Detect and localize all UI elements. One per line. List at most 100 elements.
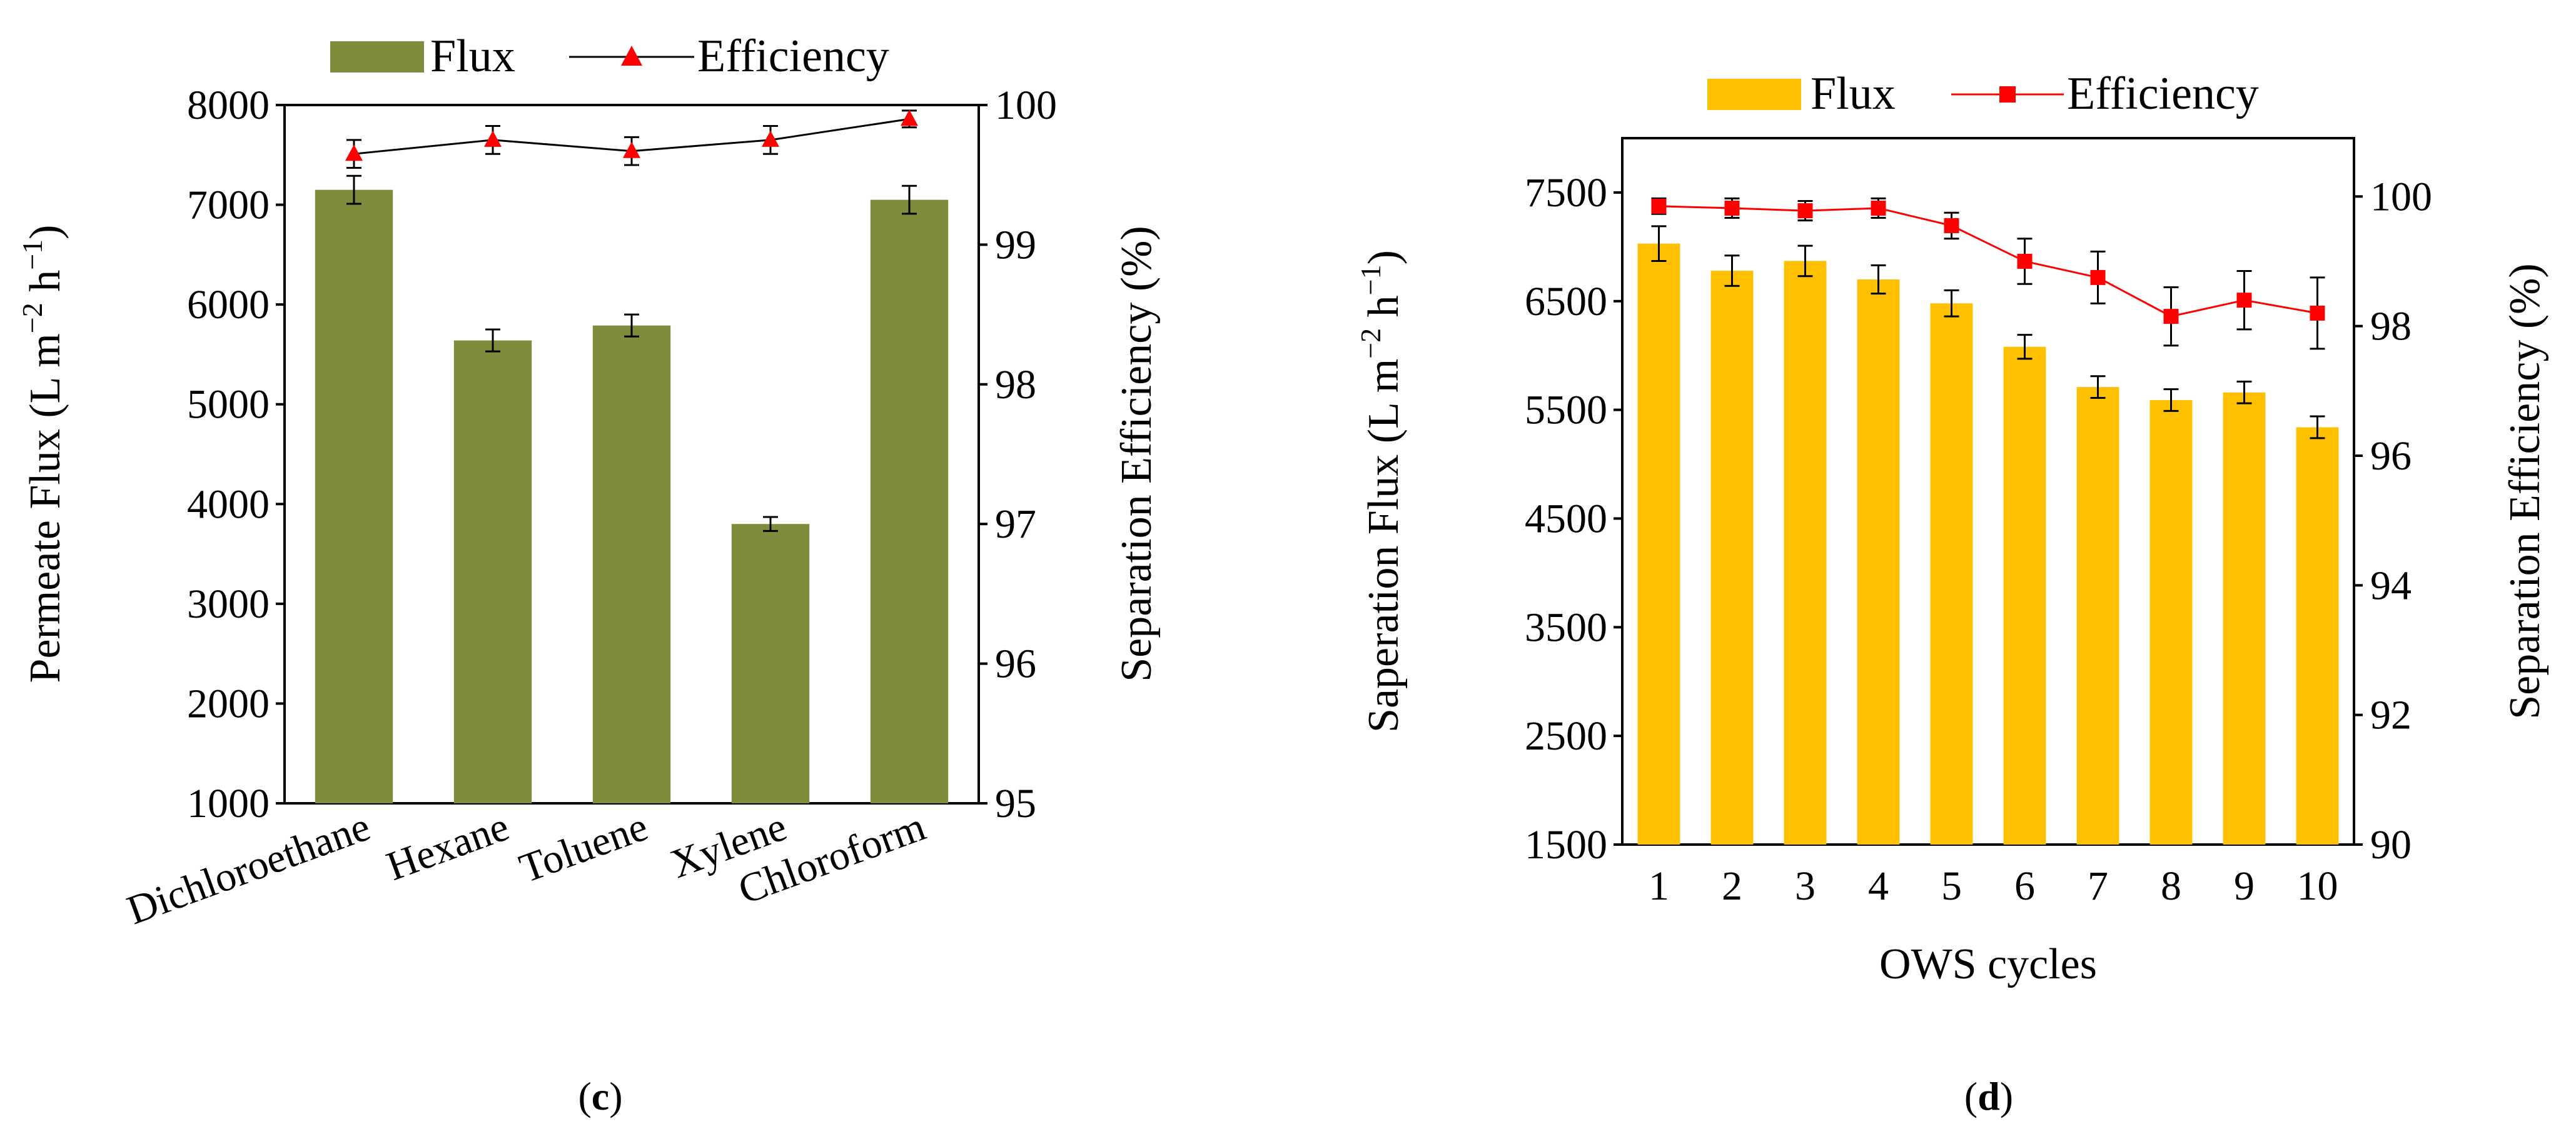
flux-bar-d-6	[2003, 346, 2046, 845]
y2-tick-label-c-96: 96	[995, 641, 1036, 687]
x-category-label-d-7: 7	[2088, 863, 2108, 909]
y2-tick-label-c-97: 97	[995, 501, 1036, 547]
left-axis-d: 1500 2500 3500 4500 5500 6500 7500	[1525, 170, 1622, 868]
bars-c	[315, 174, 949, 803]
flux-bar-c-1	[315, 189, 393, 803]
y-tick-label-d-6500: 6500	[1525, 279, 1607, 324]
panel-d: Flux Efficiency 1500 2500 3500 4500 5500 6500…	[1355, 68, 2549, 1118]
y-tick-label-c-4000: 4000	[187, 481, 270, 527]
flux-error-bar-d-2	[1724, 254, 1740, 287]
y2-tick-label-c-98: 98	[995, 362, 1036, 408]
efficiency-line-d	[1651, 197, 2325, 350]
legend-efficiency-label-d: Efficiency	[2067, 68, 2259, 119]
x-category-label-c-2: Hexane	[381, 803, 515, 890]
y2-tick-label-d-92: 92	[2370, 693, 2412, 738]
bars-d	[1637, 225, 2339, 845]
flux-error-bar-c-3	[624, 313, 639, 338]
flux-error-bar-c-1	[346, 174, 361, 205]
flux-error-bar-d-5	[1944, 289, 1959, 318]
efficiency-point-d-3	[1797, 203, 1813, 219]
efficiency-point-c-1	[345, 144, 363, 161]
legend-flux-label-c: Flux	[430, 31, 515, 82]
x-category-label-d-2: 2	[1722, 863, 1742, 909]
legend-c: Flux Efficiency	[330, 31, 889, 82]
flux-error-bar-d-3	[1797, 244, 1813, 278]
y2-tick-label-d-98: 98	[2370, 304, 2412, 349]
x-category-label-d-1: 1	[1649, 863, 1669, 909]
legend-d: Flux Efficiency	[1707, 68, 2259, 119]
flux-error-bar-d-9	[2236, 380, 2252, 404]
y2-tick-label-d-100: 100	[2370, 174, 2432, 219]
flux-error-bar-d-4	[1871, 264, 1886, 295]
x-category-label-d-8: 8	[2161, 863, 2181, 909]
y2-axis-title-c: Separation Efficiency (%)	[1113, 226, 1161, 682]
flux-error-bar-d-1	[1651, 225, 1667, 262]
caption-c: (c)	[578, 1074, 622, 1118]
y-tick-label-c-8000: 8000	[187, 83, 270, 128]
flux-bar-d-8	[2149, 399, 2193, 845]
flux-error-bar-d-6	[2017, 334, 2033, 360]
efficiency-point-d-10	[2310, 305, 2325, 321]
flux-bar-d-5	[1930, 303, 1973, 845]
flux-error-bar-c-5	[902, 184, 917, 215]
y-tick-label-c-1000: 1000	[187, 781, 270, 826]
y2-tick-label-d-94: 94	[2370, 563, 2412, 608]
y-tick-label-d-2500: 2500	[1525, 713, 1607, 759]
efficiency-point-c-3	[623, 141, 640, 158]
x-category-label-d-10: 10	[2297, 863, 2338, 909]
flux-error-bar-d-8	[2163, 388, 2179, 412]
x-category-label-d-3: 3	[1795, 863, 1816, 909]
y-tick-label-c-7000: 7000	[187, 183, 270, 228]
flux-error-bar-c-2	[485, 328, 500, 353]
y-tick-label-d-4500: 4500	[1525, 496, 1607, 541]
efficiency-polyline-d	[1659, 205, 2318, 318]
y-tick-label-d-3500: 3500	[1525, 605, 1607, 650]
y2-tick-label-c-95: 95	[995, 781, 1036, 826]
efficiency-point-d-5	[1944, 218, 1959, 233]
efficiency-point-c-5	[901, 109, 918, 126]
y-tick-label-d-7500: 7500	[1525, 170, 1607, 216]
flux-bar-c-4	[731, 524, 810, 803]
flux-bar-c-3	[592, 325, 671, 803]
y2-tick-label-c-99: 99	[995, 222, 1036, 268]
plot-area-d	[1621, 137, 2355, 846]
y2-tick-label-d-96: 96	[2370, 433, 2412, 479]
flux-bar-d-2	[1710, 271, 1754, 845]
legend-efficiency-marker-c	[621, 46, 642, 66]
y2-tick-label-d-90: 90	[2370, 822, 2412, 868]
y-tick-label-d-1500: 1500	[1525, 822, 1607, 868]
x-category-label-d-4: 4	[1868, 863, 1889, 909]
flux-error-bar-d-10	[2310, 415, 2325, 439]
efficiency-point-d-1	[1651, 198, 1667, 214]
flux-bar-c-5	[870, 199, 949, 803]
efficiency-point-d-4	[1871, 200, 1886, 216]
efficiency-point-d-6	[2017, 253, 2033, 269]
x-category-label-c-3: Toluene	[513, 803, 654, 891]
flux-bar-d-9	[2223, 392, 2266, 845]
efficiency-point-c-4	[762, 130, 779, 147]
right-axis-c: 95 96 97 98 99 100	[979, 83, 1057, 826]
efficiency-point-d-2	[1724, 200, 1740, 216]
legend-flux-swatch-c	[330, 41, 424, 73]
efficiency-point-c-2	[484, 130, 502, 147]
x-category-label-d-6: 6	[2014, 863, 2035, 909]
legend-flux-swatch-d	[1707, 79, 1801, 110]
y-axis-title-d: Saperation Flux (L m−2 h−1)	[1355, 250, 1408, 733]
x-axis-d: 1 2 3 4 5 6 7 8 9 10	[1649, 863, 2338, 909]
y-tick-label-d-5500: 5500	[1525, 388, 1607, 433]
flux-bar-d-4	[1857, 279, 1900, 845]
flux-bar-c-2	[453, 340, 532, 803]
y2-axis-title-d: Separation Efficiency (%)	[2501, 263, 2549, 720]
efficiency-point-d-9	[2236, 293, 2252, 308]
caption-d: (d)	[1964, 1074, 2013, 1118]
efficiency-point-d-7	[2090, 269, 2106, 285]
efficiency-point-d-8	[2163, 309, 2179, 324]
x-category-label-d-5: 5	[1941, 863, 1962, 909]
left-axis-c: 1000 2000 3000 4000 5000 6000 7000 8000	[187, 83, 285, 826]
y-tick-label-c-3000: 3000	[187, 581, 270, 627]
flux-error-bar-d-7	[2090, 375, 2106, 399]
legend-efficiency-label-c: Efficiency	[697, 31, 889, 82]
panel-c: Flux Efficiency 1000 2000 3000 4000 5000 6000…	[16, 31, 1161, 1118]
legend-efficiency-marker-d	[1999, 86, 2016, 103]
